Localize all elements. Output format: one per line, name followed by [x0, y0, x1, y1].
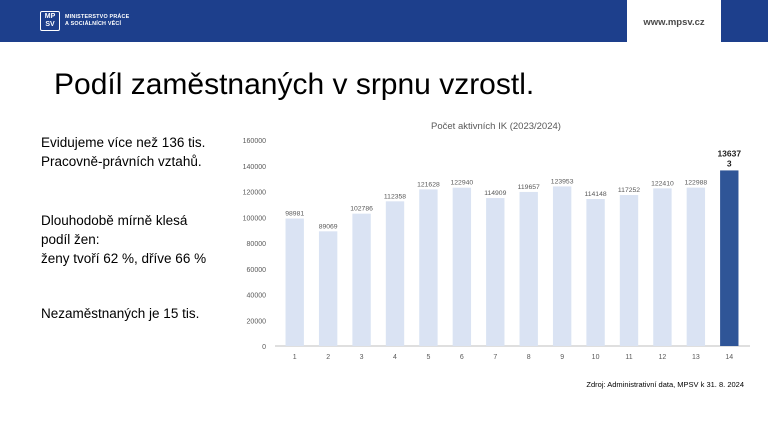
website-link[interactable]: www.mpsv.cz — [643, 17, 705, 28]
bar-highlight — [720, 170, 739, 346]
y-tick-label: 80000 — [247, 241, 267, 248]
point-line: Pracovně-právních vztahů. — [41, 154, 202, 169]
bar — [452, 187, 472, 346]
bar — [653, 188, 672, 346]
slide-title: Podíl zaměstnaných v srpnu vzrostl. — [54, 68, 535, 101]
x-tick-label: 9 — [560, 354, 564, 361]
x-tick-label: 8 — [527, 354, 531, 361]
y-tick-label: 60000 — [247, 267, 267, 274]
data-label: 112358 — [384, 193, 406, 200]
mpsv-logo-icon: MP SV — [40, 11, 60, 31]
y-tick-label: 0 — [262, 344, 266, 351]
point-unemployed: Nezaměstnaných je 15 tis. — [41, 304, 199, 323]
bar — [285, 218, 304, 346]
bars — [285, 170, 739, 346]
data-labels: 98981 89069 102786 112358 121628 122940 114909… — [285, 148, 741, 230]
bar — [318, 231, 338, 346]
bar — [385, 201, 405, 346]
y-tick-label: 140000 — [243, 164, 266, 171]
data-label: 123953 — [551, 178, 574, 185]
org-line-2: A SOCIÁLNÍCH VĚCÍ — [65, 21, 122, 27]
point-line: podíl žen: — [41, 232, 100, 247]
y-tick-label: 40000 — [247, 293, 267, 300]
y-tick-label: 120000 — [243, 190, 266, 197]
data-label: 122940 — [451, 180, 474, 187]
bar — [686, 187, 706, 346]
data-label-highlight: 13637 3 — [717, 148, 741, 168]
x-tick-label: 2 — [326, 354, 330, 361]
data-label: 98981 — [285, 211, 304, 218]
point-records: Evidujeme více než 136 tis. Pracovně-prá… — [41, 133, 205, 171]
point-line: Nezaměstnaných je 15 tis. — [41, 306, 200, 321]
bar — [486, 198, 505, 346]
x-tick-label: 14 — [725, 354, 733, 361]
bar — [419, 189, 438, 346]
logo-text: MP SV — [44, 13, 56, 28]
bar — [352, 213, 371, 346]
x-tick-label: 4 — [393, 354, 397, 361]
point-line: ženy tvoří 62 %, dříve 66 % — [41, 251, 207, 266]
data-label: 119657 — [518, 184, 540, 191]
x-tick-label: 12 — [659, 354, 667, 361]
y-tick-label: 160000 — [243, 138, 266, 145]
x-tick-label: 10 — [592, 354, 600, 361]
x-tick-label: 1 — [293, 354, 297, 361]
chart-title: Počet aktivních IK (2023/2024) — [431, 121, 561, 132]
point-line: Evidujeme více než 136 tis. — [41, 135, 206, 150]
point-line: Dlouhodobě mírně klesá — [41, 213, 188, 228]
x-tick-label: 5 — [426, 354, 430, 361]
data-label: 122410 — [651, 180, 674, 187]
bar — [619, 195, 639, 346]
header-bar: MP SV MINISTERSTVO PRÁCE A SOCIÁLNÍCH VĚ… — [0, 0, 768, 42]
y-tick-label: 100000 — [243, 215, 266, 222]
point-women-share: Dlouhodobě mírně klesá podíl žen: ženy t… — [41, 211, 206, 268]
y-axis-ticks: 0 20000 40000 60000 80000 100000 120000 140000 1… — [243, 138, 266, 351]
x-axis-ticks: 1 2 3 4 5 6 7 8 9 10 11 12 13 14 — [293, 354, 734, 361]
org-line-1: MINISTERSTVO PRÁCE — [65, 14, 130, 20]
x-tick-label: 6 — [460, 354, 464, 361]
data-label: 102786 — [350, 206, 373, 213]
y-tick-label: 20000 — [247, 318, 267, 325]
data-label: 117252 — [618, 187, 640, 194]
x-tick-label: 7 — [493, 354, 497, 361]
x-tick-label: 13 — [692, 354, 700, 361]
data-label: 89069 — [319, 223, 338, 230]
organization-name: MINISTERSTVO PRÁCE A SOCIÁLNÍCH VĚCÍ — [65, 14, 129, 28]
source-note: Zdroj: Administrativní data, MPSV k 31. … — [586, 380, 744, 389]
data-label: 121628 — [417, 181, 440, 188]
bar — [519, 191, 538, 346]
x-tick-label: 11 — [625, 354, 632, 361]
bar — [586, 199, 605, 346]
data-label: 114148 — [584, 191, 606, 198]
x-tick-label: 3 — [360, 354, 364, 361]
bar — [552, 186, 572, 346]
data-label: 114909 — [484, 190, 506, 197]
website-box: www.mpsv.cz — [627, 0, 721, 42]
data-label: 122988 — [685, 180, 708, 187]
